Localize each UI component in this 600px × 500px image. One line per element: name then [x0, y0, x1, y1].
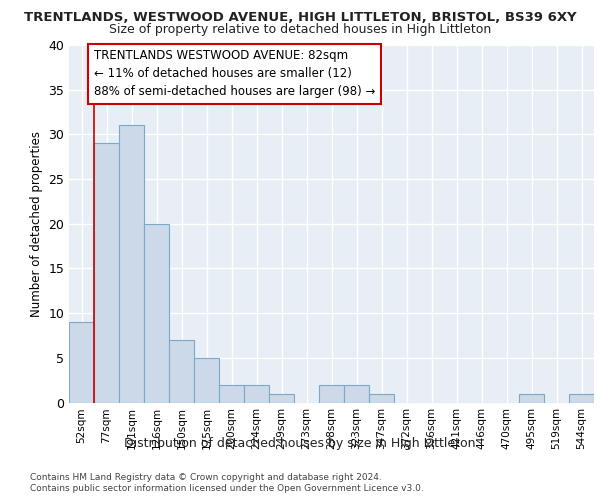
- Bar: [119, 126, 144, 402]
- Bar: [219, 384, 244, 402]
- Text: Contains public sector information licensed under the Open Government Licence v3: Contains public sector information licen…: [30, 484, 424, 493]
- Bar: [569, 394, 594, 402]
- Bar: [269, 394, 294, 402]
- Text: Contains HM Land Registry data © Crown copyright and database right 2024.: Contains HM Land Registry data © Crown c…: [30, 472, 382, 482]
- Bar: [194, 358, 219, 403]
- Bar: [369, 394, 394, 402]
- Text: TRENTLANDS, WESTWOOD AVENUE, HIGH LITTLETON, BRISTOL, BS39 6XY: TRENTLANDS, WESTWOOD AVENUE, HIGH LITTLE…: [23, 11, 577, 24]
- Text: TRENTLANDS WESTWOOD AVENUE: 82sqm
← 11% of detached houses are smaller (12)
88% : TRENTLANDS WESTWOOD AVENUE: 82sqm ← 11% …: [94, 50, 376, 98]
- Text: Distribution of detached houses by size in High Littleton: Distribution of detached houses by size …: [124, 438, 476, 450]
- Bar: [519, 394, 544, 402]
- Bar: [94, 144, 119, 402]
- Bar: [69, 322, 94, 402]
- Text: Size of property relative to detached houses in High Littleton: Size of property relative to detached ho…: [109, 22, 491, 36]
- Bar: [319, 384, 344, 402]
- Bar: [144, 224, 169, 402]
- Bar: [344, 384, 369, 402]
- Bar: [169, 340, 194, 402]
- Bar: [244, 384, 269, 402]
- Y-axis label: Number of detached properties: Number of detached properties: [30, 130, 43, 317]
